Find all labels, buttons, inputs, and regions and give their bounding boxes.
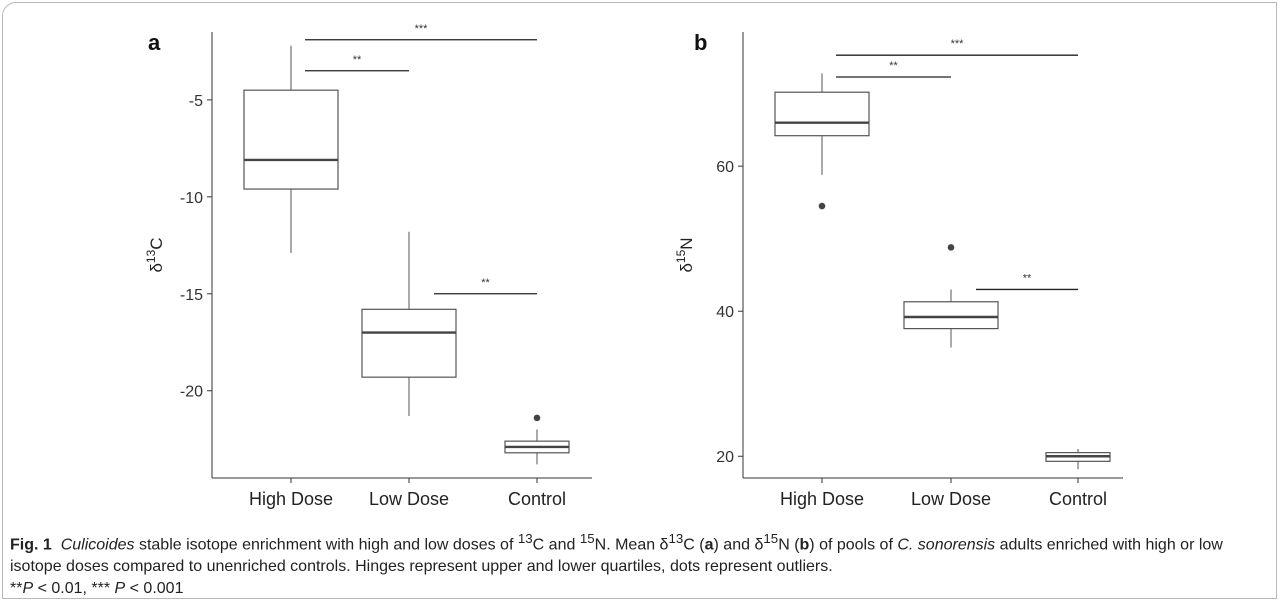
panel-a-ylabel-base: δ — [147, 263, 166, 272]
panel-b-box-1 — [903, 301, 999, 330]
panel-a-xtick-label: Control — [508, 489, 566, 509]
caption-species: C. sonorensis — [897, 536, 996, 554]
panel-a-xtick-label: Low Dose — [369, 489, 449, 509]
panel-b-ylabel-base: δ — [677, 263, 696, 272]
panel-a-label: a — [148, 30, 161, 55]
panel-b-label: b — [694, 30, 707, 55]
panel-b-outlier-0 — [818, 202, 826, 210]
panel-b-xtick-label: High Dose — [780, 489, 864, 509]
panel-b-sig-label-2: ** — [1023, 272, 1032, 284]
panel-a-ytick-label: -15 — [180, 287, 203, 304]
panel-b-sig-label-0: ** — [889, 60, 898, 72]
panel-a-sig-label-1: *** — [415, 23, 429, 35]
figure-caption: Fig. 1 Culicoides stable isotope enrichm… — [10, 531, 1223, 598]
panel-b-ylabel-tail: N — [677, 237, 696, 249]
panel-b-xtick-label: Control — [1049, 489, 1107, 509]
panel-a-box-0 — [243, 89, 339, 190]
panel-a-ylabel: δ13C — [144, 237, 166, 272]
panel-b-ylabel-sup: 15 — [674, 249, 688, 263]
panel-b-sig-label-1: *** — [951, 38, 965, 50]
panel-a-ytick-label: -5 — [189, 93, 203, 110]
panel-a-box-1 — [361, 308, 457, 378]
panel-a-ytick-label: -20 — [180, 384, 203, 401]
caption-fig-label: Fig. 1 — [10, 536, 52, 554]
panel-a-ylabel-sup: 13 — [144, 249, 158, 263]
panel-a-outlier-2 — [533, 414, 541, 422]
panel-b-ytick-label: 40 — [716, 304, 734, 321]
panel-a-sig-label-2: ** — [481, 277, 490, 289]
panel-b-ytick-label: 60 — [716, 159, 734, 176]
panel-a-xtick-label: High Dose — [249, 489, 333, 509]
panel-b-ytick-label: 20 — [716, 449, 734, 466]
panel-b-box-0 — [774, 91, 870, 137]
panel-b-xtick-label: Low Dose — [911, 489, 991, 509]
caption-genus: Culicoides — [60, 536, 135, 554]
panel-a-ylabel-tail: C — [147, 237, 166, 249]
panel-a-sig-label-0: ** — [353, 54, 362, 66]
panel-a-ytick-label: -10 — [180, 190, 203, 207]
panel-b-outlier-1 — [947, 244, 955, 251]
panel-b-ylabel: δ15N — [674, 237, 696, 272]
